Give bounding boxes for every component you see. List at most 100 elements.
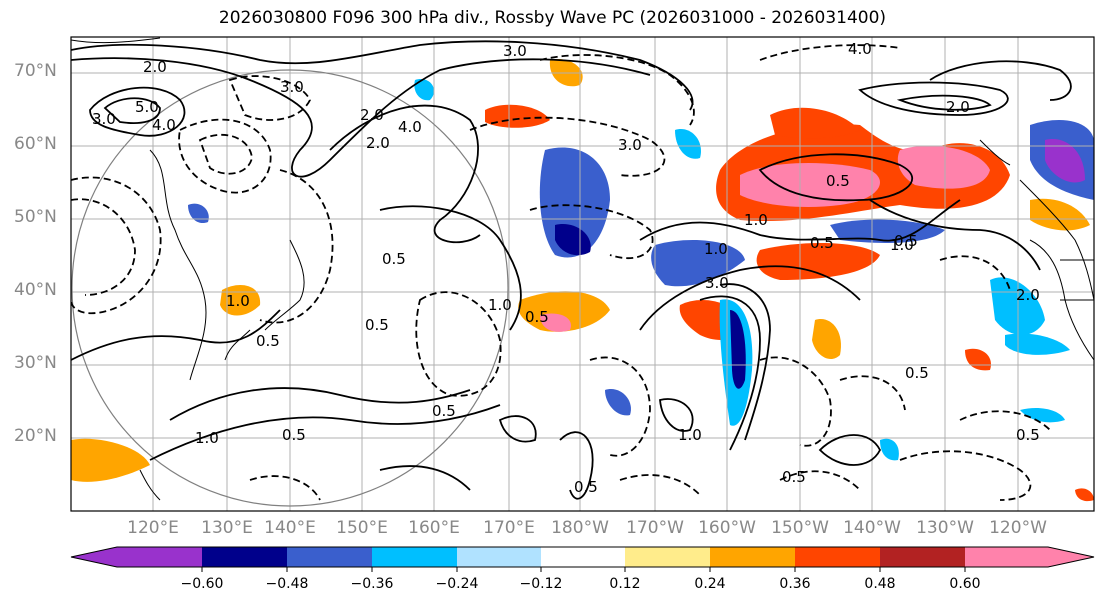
lon-label: 160°W — [698, 518, 756, 538]
negative-anomaly-region — [880, 438, 899, 461]
positive-anomaly-region — [485, 104, 550, 128]
colorbar-segment — [541, 547, 625, 567]
positive-anomaly-region — [812, 319, 841, 360]
contour-label: 1.0 — [678, 426, 702, 444]
contour-label: 3.0 — [280, 78, 304, 96]
contour-label: 2.0 — [360, 106, 384, 124]
positive-anomaly-region — [770, 107, 860, 139]
positive-anomaly-region — [540, 313, 571, 332]
colorbar-segment — [880, 547, 965, 567]
contour-label: 1.0 — [744, 211, 768, 229]
lon-label: 180°W — [551, 518, 609, 538]
lon-label: 150°E — [336, 518, 388, 538]
contour-label: 0.5 — [810, 234, 834, 252]
contour-label: 1.0 — [704, 240, 728, 258]
negative-anomaly-region — [1020, 408, 1065, 423]
positive-anomaly-region — [756, 243, 880, 280]
contour-label: 1.0 — [195, 429, 219, 447]
lat-label: 30°N — [14, 353, 57, 373]
map-panel — [71, 37, 1094, 511]
figure-title: 2026030800 F096 300 hPa div., Rossby Wav… — [218, 8, 887, 28]
contour-label: 0.5 — [894, 232, 918, 250]
negative-anomaly-region — [830, 219, 945, 243]
contour-label: 3.0 — [503, 42, 527, 60]
colorbar-segment — [287, 547, 372, 567]
colorbar-tick-label: 0.48 — [864, 576, 896, 592]
positive-anomaly-region — [518, 291, 610, 332]
positive-anomaly-region — [220, 285, 261, 316]
contour-label: 4.0 — [152, 116, 176, 134]
positive-anomaly-region — [71, 438, 150, 482]
rossby-wave-contours — [71, 40, 1072, 500]
colorbar-outline — [70, 546, 1095, 568]
contour-label: 0.5 — [574, 478, 598, 496]
lon-label: 140°W — [843, 518, 901, 538]
lon-label: 170°E — [483, 518, 535, 538]
lon-label: 140°E — [264, 518, 316, 538]
contour-label: 0.5 — [782, 468, 806, 486]
colorbar-tick-label: −0.24 — [435, 576, 479, 592]
contour-label: 3.0 — [705, 274, 729, 292]
lon-label: 170°W — [626, 518, 684, 538]
colorbar-tick-label: 0.60 — [949, 576, 981, 592]
reference-circle — [71, 69, 509, 507]
colorbar-segment — [710, 547, 795, 567]
colorbar-segment — [965, 547, 1048, 567]
colorbar-segment — [625, 547, 710, 567]
colorbar-tick-label: 0.36 — [779, 576, 811, 592]
contour-label-group: 3.0 2.0 5.0 4.0 3.0 2.0 3.0 4.0 2.0 1.0 … — [92, 40, 1040, 496]
contour-label: 0.5 — [826, 172, 850, 190]
colorbar-segment — [457, 547, 541, 567]
lat-label: 60°N — [14, 134, 57, 154]
lon-label: 120°W — [989, 518, 1047, 538]
lon-label: 130°W — [916, 518, 974, 538]
positive-anomaly-region — [897, 145, 990, 189]
contour-label: 2.0 — [366, 134, 390, 152]
colorbar-extend-low — [71, 547, 117, 567]
colorbar — [70, 546, 1095, 572]
contour-label: 3.0 — [92, 110, 116, 128]
contour-label: 1.0 — [226, 292, 250, 310]
contour-label: 0.5 — [256, 332, 280, 350]
positive-anomaly-region — [1075, 488, 1094, 502]
colorbar-segment — [372, 547, 457, 567]
contour-label: 4.0 — [848, 40, 872, 58]
contour-label: 0.5 — [382, 250, 406, 268]
coastlines — [71, 37, 1094, 501]
contour-label: 0.5 — [365, 316, 389, 334]
negative-anomaly-region — [414, 79, 435, 101]
colorbar-tick-label: 0.24 — [694, 576, 726, 592]
negative-anomaly-region — [605, 389, 631, 416]
map-border — [70, 36, 1095, 512]
contour-label: 1.0 — [488, 296, 512, 314]
negative-anomaly-region — [1005, 333, 1070, 355]
positive-anomaly-region — [1030, 198, 1090, 231]
contour-label: 0.5 — [905, 364, 929, 382]
negative-anomaly-region — [188, 203, 209, 224]
negative-anomaly-region — [555, 224, 591, 256]
contour-label: 3.0 — [618, 136, 642, 154]
lon-label: 120°E — [127, 518, 179, 538]
lat-label: 20°N — [14, 426, 57, 446]
colorbar-segment — [795, 547, 880, 567]
colorbar-tick-label: −0.36 — [350, 576, 394, 592]
contour-label: 0.5 — [1016, 426, 1040, 444]
lat-label: 50°N — [14, 207, 57, 227]
contour-label: 1.0 — [890, 236, 914, 254]
colorbar-tick-label: −0.60 — [180, 576, 224, 592]
rossby-wave-contours-negative — [71, 44, 1051, 501]
colorbar-tick-label: −0.12 — [519, 576, 563, 592]
contour-label: 5.0 — [135, 98, 159, 116]
colorbar-segment — [117, 547, 202, 567]
negative-anomaly-region — [730, 310, 746, 389]
contour-label: 0.5 — [282, 426, 306, 444]
lon-label: 150°W — [771, 518, 829, 538]
lon-label: 130°E — [201, 518, 253, 538]
contour-label: 0.5 — [432, 402, 456, 420]
lat-label: 70°N — [14, 61, 57, 81]
positive-anomaly-region — [740, 163, 880, 207]
shaded-divergence-field — [71, 59, 1094, 502]
negative-anomaly-region — [675, 129, 701, 159]
contour-label: 2.0 — [143, 58, 167, 76]
